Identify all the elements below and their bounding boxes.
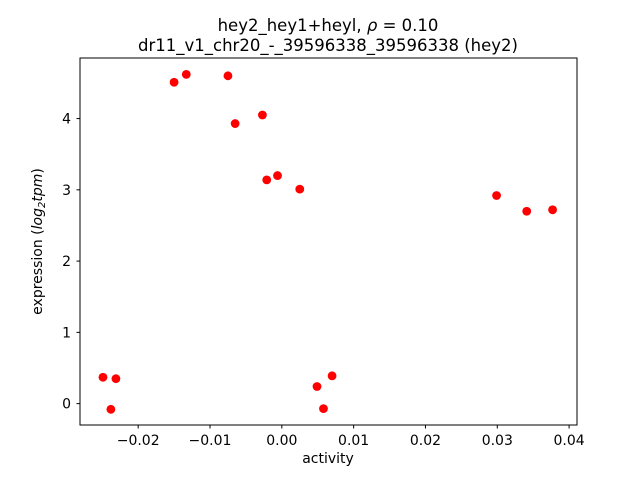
data-points-group bbox=[98, 69, 557, 414]
data-point bbox=[230, 119, 240, 128]
data-point bbox=[169, 77, 179, 87]
y-tick-label: 0 bbox=[62, 397, 71, 413]
x-axis-ticks: −0.02 −0.01 0.00 0.01 0.02 0.03 0.04 bbox=[117, 425, 585, 449]
x-tick-label: 0.03 bbox=[482, 433, 513, 449]
y-label-tpm: tpm bbox=[30, 174, 46, 202]
y-tick-label: 2 bbox=[62, 254, 71, 270]
x-tick-label: 0.01 bbox=[338, 433, 369, 449]
data-point bbox=[262, 175, 272, 185]
data-point bbox=[181, 69, 191, 79]
plot-area-frame bbox=[79, 57, 578, 426]
y-axis-ticks: 0 1 2 3 4 bbox=[62, 112, 80, 413]
data-point bbox=[98, 372, 108, 382]
rho-symbol: ρ bbox=[367, 16, 378, 35]
y-label-log: log bbox=[30, 208, 46, 229]
y-tick-label: 4 bbox=[62, 112, 71, 128]
title-rho-value: = 0.10 bbox=[377, 16, 438, 35]
data-point bbox=[522, 206, 532, 216]
y-tick-label: 1 bbox=[62, 325, 71, 341]
data-point bbox=[258, 110, 267, 120]
x-tick-label: −0.01 bbox=[189, 433, 232, 449]
y-label-suffix: ) bbox=[30, 168, 46, 173]
chart-title-line1: hey2_hey1+heyl, ρ = 0.10 bbox=[218, 16, 439, 36]
x-tick-label: 0.00 bbox=[266, 433, 297, 449]
y-axis-label: expression (log2tpm) bbox=[30, 168, 48, 315]
y-label-log-subscript: 2 bbox=[37, 202, 48, 208]
data-point bbox=[273, 171, 282, 180]
data-point bbox=[327, 371, 337, 381]
data-point bbox=[223, 71, 233, 81]
data-point bbox=[111, 374, 121, 384]
x-tick-label: 0.04 bbox=[554, 433, 585, 449]
chart-title-line2: dr11_v1_chr20_-_39596338_39596338 (hey2) bbox=[138, 36, 518, 56]
x-tick-label: −0.02 bbox=[117, 433, 160, 449]
data-point bbox=[548, 205, 557, 215]
title-gene-part: hey2_hey1+heyl, bbox=[218, 16, 367, 36]
y-tick-label: 3 bbox=[62, 183, 71, 199]
x-axis-label: activity bbox=[302, 451, 354, 467]
y-label-prefix: expression ( bbox=[30, 229, 46, 314]
data-point bbox=[319, 404, 328, 414]
data-point bbox=[106, 404, 116, 414]
data-point bbox=[295, 184, 305, 194]
x-tick-label: 0.02 bbox=[410, 433, 441, 449]
data-point bbox=[492, 191, 501, 200]
data-point bbox=[312, 382, 322, 391]
